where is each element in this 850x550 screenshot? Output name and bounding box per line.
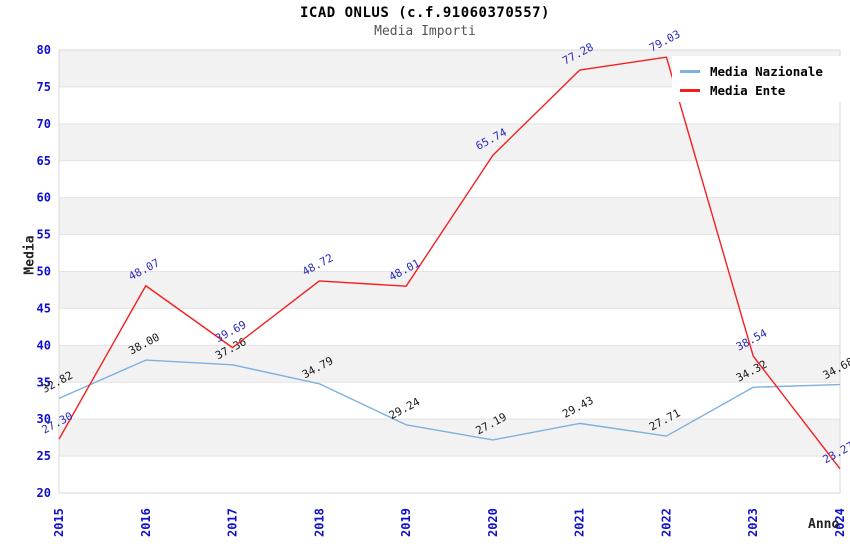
x-tick-label: 2022 bbox=[659, 508, 673, 537]
y-tick-label: 75 bbox=[37, 80, 51, 94]
y-tick-label: 50 bbox=[37, 265, 51, 279]
x-tick-label: 2023 bbox=[746, 508, 760, 537]
legend-item-media-ente: Media Ente bbox=[680, 81, 842, 99]
y-tick-label: 60 bbox=[37, 191, 51, 205]
y-tick-label: 45 bbox=[37, 301, 51, 315]
y-axis-title: Media bbox=[22, 235, 38, 275]
y-tick-label: 25 bbox=[37, 449, 51, 463]
x-tick-label: 2016 bbox=[139, 508, 153, 537]
grid-band bbox=[59, 345, 840, 383]
x-tick-label: 2017 bbox=[226, 508, 240, 537]
grid-band bbox=[59, 123, 840, 161]
grid-band bbox=[59, 419, 840, 457]
y-tick-label: 30 bbox=[37, 412, 51, 426]
y-tick-label: 55 bbox=[37, 228, 51, 242]
grid-band bbox=[59, 197, 840, 235]
x-axis-title: Anno bbox=[808, 517, 840, 532]
series-line-media-ente bbox=[58, 56, 841, 470]
y-tick-label: 35 bbox=[37, 375, 51, 389]
data-label-media-nazionale: 32.82 bbox=[40, 369, 75, 396]
legend-swatch-media-ente bbox=[680, 88, 700, 92]
plot-frame bbox=[58, 49, 841, 494]
chart-title: ICAD ONLUS (c.f.91060370557) bbox=[299, 5, 550, 21]
y-tick-label: 20 bbox=[37, 486, 51, 500]
x-tick-label: 2021 bbox=[573, 508, 587, 537]
y-tick-label: 80 bbox=[37, 43, 51, 57]
y-tick-label: 70 bbox=[37, 117, 51, 131]
y-tick-label: 40 bbox=[37, 338, 51, 352]
data-label-media-nazionale: 29.43 bbox=[560, 394, 595, 421]
legend-swatch-media-nazionale bbox=[680, 69, 700, 73]
legend-item-media-nazionale: Media Nazionale bbox=[680, 62, 842, 80]
legend-label-media-ente: Media Ente bbox=[710, 82, 786, 98]
data-label-media-nazionale: 29.24 bbox=[387, 395, 423, 422]
x-tick-label: 2019 bbox=[399, 508, 413, 537]
x-tick-label: 2024 bbox=[833, 508, 847, 537]
x-tick-label: 2018 bbox=[312, 508, 326, 537]
y-tick-label: 65 bbox=[37, 154, 51, 168]
grid-band bbox=[59, 271, 840, 309]
legend: Media Nazionale Media Ente bbox=[672, 56, 850, 102]
x-tick-label: 2020 bbox=[486, 508, 500, 537]
chart-subtitle: Media Importi bbox=[374, 24, 476, 39]
x-tick-label: 2015 bbox=[52, 508, 66, 537]
legend-label-media-nazionale: Media Nazionale bbox=[710, 63, 823, 79]
series-line-media-nazionale bbox=[58, 359, 841, 441]
